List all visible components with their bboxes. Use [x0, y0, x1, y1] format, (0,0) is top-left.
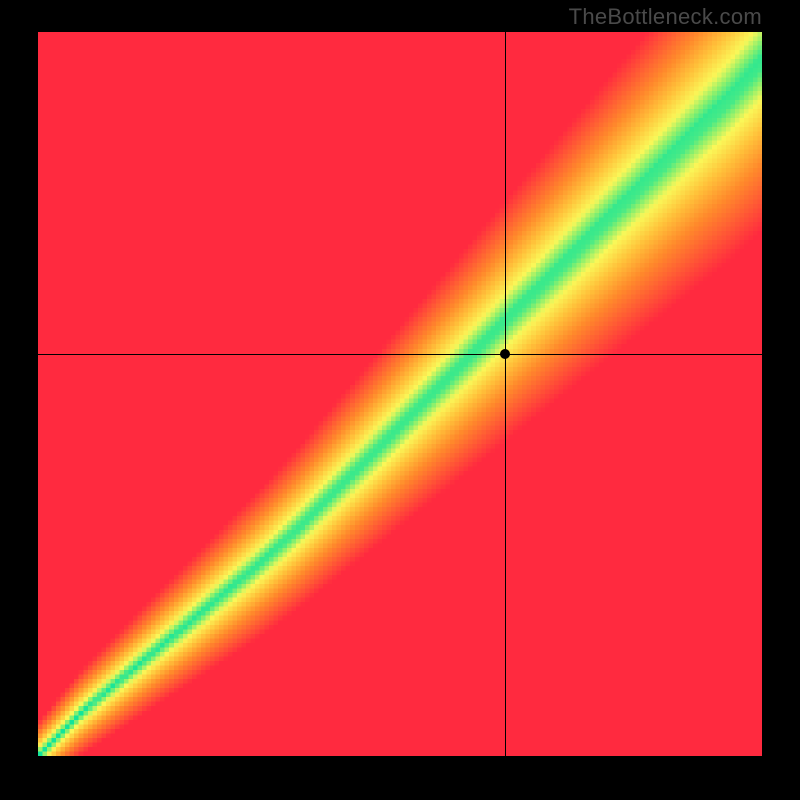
bottleneck-heatmap [38, 32, 762, 756]
watermark-label: TheBottleneck.com [569, 4, 762, 30]
crosshair-horizontal [38, 354, 762, 355]
crosshair-vertical [505, 32, 506, 756]
selection-marker[interactable] [500, 349, 510, 359]
plot-area [38, 32, 762, 756]
chart-outer-frame: TheBottleneck.com [0, 0, 800, 800]
